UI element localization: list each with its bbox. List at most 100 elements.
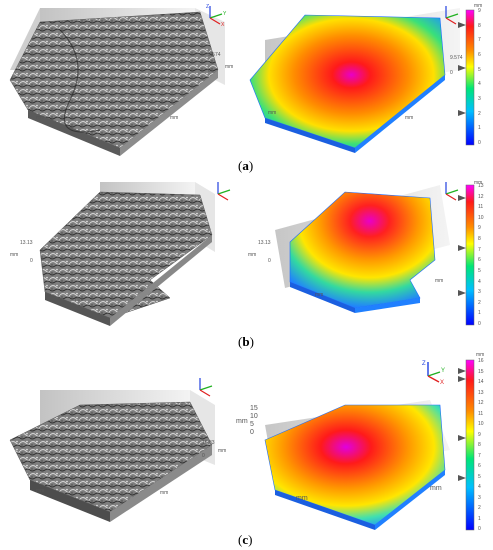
axis-triad-icon xyxy=(445,182,459,201)
gray-b-unit: mm xyxy=(10,252,19,258)
scale-tick-label: 2 xyxy=(478,110,481,117)
caption-c: (c) xyxy=(238,532,253,547)
color-c-height-ticks: 15 10 5 0 xyxy=(250,405,262,445)
gray-surface-a xyxy=(9,8,225,156)
color-b-x-unit: mm xyxy=(315,292,324,298)
row-c: 16.83 mm 0 mm mm 15 10 5 0 mm mm mm Z Y X m… xyxy=(0,352,493,550)
svg-text:Z: Z xyxy=(206,4,209,10)
scale-tick-label: 4 xyxy=(478,484,481,490)
scale-tick-label: 12 xyxy=(478,400,484,406)
scale-tick-label: 12 xyxy=(478,193,484,200)
gray-a-x-unit: mm xyxy=(36,115,45,121)
svg-text:X: X xyxy=(221,22,225,28)
scale-tick-label: 6 xyxy=(478,463,481,469)
gray-surface-c xyxy=(9,390,215,522)
row-b: 13.13 mm 0 mm 13.13 mm 0 mm mm mm 13 12 11… xyxy=(0,180,493,360)
svg-text:Z: Z xyxy=(422,361,426,367)
color-a-zero: 0 xyxy=(450,70,453,76)
scale-tick-label: 5 xyxy=(478,473,481,480)
scale-tick-label: 5 xyxy=(478,66,481,73)
scale-tick-label: 13 xyxy=(478,183,484,189)
gray-surface-b xyxy=(39,182,215,326)
color-scale-a xyxy=(465,9,475,146)
scale-tick-label: 13 xyxy=(478,389,484,396)
scale-tick-label: 11 xyxy=(478,204,484,211)
gray-b-height: 13.13 xyxy=(20,240,33,246)
scale-tick-label: 11 xyxy=(478,410,484,417)
color-c-unit: mm xyxy=(236,418,248,425)
scale-tick-label: 7 xyxy=(478,452,481,459)
color-a-x-unit: mm xyxy=(268,110,277,116)
scale-tick-label: 0 xyxy=(478,526,481,532)
gray-c-unit: mm xyxy=(218,448,227,454)
scale-tick-label: 0 xyxy=(478,140,481,146)
scale-tick-label: 14 xyxy=(478,379,484,385)
axis-triad-icon xyxy=(445,6,459,25)
scale-tick-label: 0 xyxy=(250,429,254,436)
axis-triad-icon: Z Y X xyxy=(422,361,445,386)
scale-tick-label: 7 xyxy=(478,246,481,253)
scale-b-ticks: 13 12 11 10 9 8 7 6 5 4 3 2 1 0 xyxy=(478,183,492,328)
scale-tick-label: 3 xyxy=(478,494,481,501)
gray-a-height: 9.574 xyxy=(208,52,221,58)
scale-b-markers xyxy=(458,195,466,296)
scale-tick-label: 10 xyxy=(478,214,484,221)
gray-c-y-unit: mm xyxy=(160,490,169,496)
scale-b-unit: mm xyxy=(474,180,483,186)
scale-tick-label: 10 xyxy=(250,413,258,420)
scale-a-unit: mm xyxy=(474,3,483,9)
gray-b-zero: 0 xyxy=(30,258,33,264)
gray-c-height: 16.83 xyxy=(202,440,215,446)
scale-tick-label: 5 xyxy=(478,267,481,274)
scale-tick-label: 0 xyxy=(478,321,481,327)
row-a: 9.574 0 mm mm mm Z Y X 9.574 0 mm mm mm … xyxy=(0,0,493,180)
scale-a-ticks: 9 8 7 6 5 4 3 2 1 0 xyxy=(478,8,492,148)
scale-tick-label: 4 xyxy=(478,81,481,88)
gray-c-zero: 0 xyxy=(202,453,205,459)
axis-triad-icon xyxy=(199,378,213,397)
heatmap-surface-a xyxy=(249,8,460,153)
scale-tick-label: 1 xyxy=(478,125,481,132)
axis-triad-icon xyxy=(217,182,231,201)
scale-tick-label: 3 xyxy=(478,96,481,102)
gray-a-unit: mm xyxy=(225,64,234,70)
scale-tick-label: 6 xyxy=(478,52,481,58)
scale-a-markers xyxy=(458,22,466,116)
scale-tick-label: 10 xyxy=(478,421,484,427)
caption-a: (a) xyxy=(238,158,254,173)
scale-tick-label: 16 xyxy=(478,358,484,364)
scale-tick-label: 8 xyxy=(478,22,481,29)
gray-a-y-unit: mm xyxy=(170,115,179,121)
color-b-unit: mm xyxy=(248,252,257,258)
scale-tick-label: 7 xyxy=(478,37,481,44)
scale-c-ticks: 16 15 14 13 12 11 10 9 8 7 6 5 4 3 2 1 0 xyxy=(478,358,492,533)
scale-tick-label: 15 xyxy=(478,368,484,375)
color-a-y-unit: mm xyxy=(405,115,414,121)
scale-tick-label: 3 xyxy=(478,289,481,296)
color-b-zero: 0 xyxy=(268,258,271,264)
scale-tick-label: 1 xyxy=(478,310,481,317)
scale-tick-label: 6 xyxy=(478,257,481,264)
scale-tick-label: 1 xyxy=(478,515,481,522)
scale-tick-label: 8 xyxy=(478,236,481,243)
svg-text:X: X xyxy=(440,380,444,386)
scale-tick-label: 15 xyxy=(250,405,258,412)
color-b-height: 13.13 xyxy=(258,240,271,246)
color-b-y-unit: mm xyxy=(435,278,444,284)
scale-tick-label: 9 xyxy=(478,8,481,14)
color-c-x-unit: mm xyxy=(296,495,308,502)
scale-tick-label: 5 xyxy=(250,421,254,428)
gray-a-zero: 0 xyxy=(208,68,211,74)
svg-text:Y: Y xyxy=(223,11,227,17)
color-a-height: 9.574 xyxy=(450,55,463,61)
scale-tick-label: 2 xyxy=(478,299,481,306)
scale-tick-label: 2 xyxy=(478,505,481,511)
caption-b: (b) xyxy=(238,334,254,349)
color-scale-b xyxy=(465,184,475,326)
scale-c-markers xyxy=(458,368,466,481)
color-scale-c xyxy=(465,359,475,531)
axis-triad-icon: Z Y X xyxy=(206,4,227,28)
color-c-y-unit: mm xyxy=(430,485,442,492)
scale-tick-label: 8 xyxy=(478,442,481,448)
svg-text:Y: Y xyxy=(441,368,445,374)
